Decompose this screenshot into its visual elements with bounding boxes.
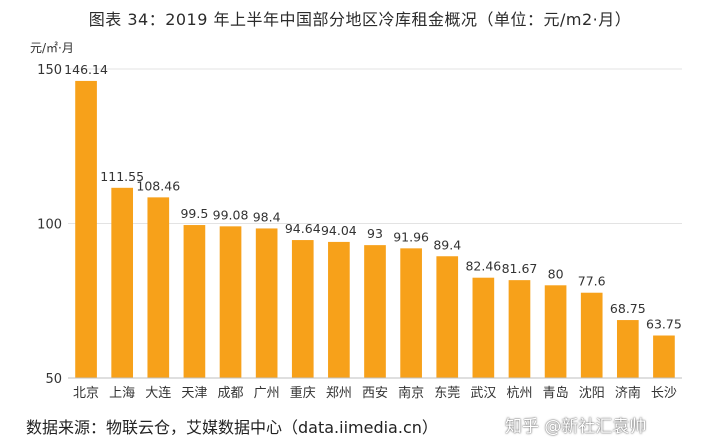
bar: [111, 187, 134, 378]
bar: [255, 228, 278, 378]
bar: [616, 320, 639, 378]
y-tick-label: 50: [45, 372, 62, 387]
bar: [183, 225, 206, 378]
x-tick-label: 济南: [615, 385, 641, 401]
data-label: 108.46: [136, 178, 180, 193]
x-tick-label: 沈阳: [579, 386, 605, 401]
x-tick-label: 大连: [145, 385, 171, 401]
data-label: 94.64: [285, 221, 321, 236]
bar: [400, 248, 422, 378]
data-label: 63.75: [646, 317, 682, 332]
x-tick-label: 上海: [109, 386, 135, 401]
bar: [580, 292, 603, 378]
x-tick-label: 长沙: [651, 386, 677, 401]
data-label: 68.75: [610, 301, 646, 316]
x-tick-label: 青岛: [543, 385, 569, 401]
x-tick-label: 西安: [362, 386, 388, 401]
data-label: 89.4: [433, 237, 461, 252]
x-tick-label: 成都: [218, 386, 244, 401]
x-tick-label: 广州: [254, 386, 280, 401]
data-label: 91.96: [393, 229, 429, 244]
data-label: 94.04: [321, 223, 357, 238]
x-tick-label: 天津: [181, 386, 207, 401]
data-label: 80: [548, 266, 564, 281]
watermark: 知乎 @新社汇袁帅: [505, 417, 647, 437]
bar: [544, 285, 567, 378]
data-label: 77.6: [578, 274, 606, 289]
bar: [436, 256, 459, 378]
y-tick-label: 150: [37, 63, 62, 78]
y-tick-label: 100: [37, 218, 62, 233]
bar: [219, 226, 242, 378]
x-tick-label: 杭州: [506, 386, 532, 401]
bar: [291, 240, 314, 378]
data-label: 146.14: [64, 62, 108, 77]
data-label: 99.5: [180, 206, 208, 221]
bar: [147, 197, 170, 378]
x-tick-label: 重庆: [290, 385, 316, 401]
x-tick-label: 东莞: [434, 386, 460, 401]
chart-title: 图表 34：2019 年上半年中国部分地区冷库租金概况（单位：元/m2·月）: [88, 10, 632, 29]
data-source-note: 数据来源：物联云仓，艾媒数据中心（data.iimedia.cn）: [26, 418, 438, 437]
data-label: 81.67: [502, 261, 538, 276]
x-tick-label: 郑州: [326, 386, 352, 401]
bar: [75, 80, 97, 378]
x-tick-label: 南京: [398, 385, 424, 401]
bar: [328, 241, 350, 378]
data-label: 82.46: [465, 259, 501, 274]
data-label: 93: [367, 226, 383, 241]
data-label: 98.4: [253, 209, 281, 224]
bar: [364, 245, 386, 378]
y-axis-label: 元/㎡·月: [30, 41, 74, 55]
x-tick-label: 北京: [73, 386, 99, 401]
data-label: 99.08: [213, 207, 249, 222]
bar: [508, 280, 531, 378]
data-label: 111.55: [100, 169, 144, 184]
bar: [653, 335, 675, 378]
bar: [472, 277, 495, 378]
x-tick-label: 武汉: [470, 386, 496, 401]
